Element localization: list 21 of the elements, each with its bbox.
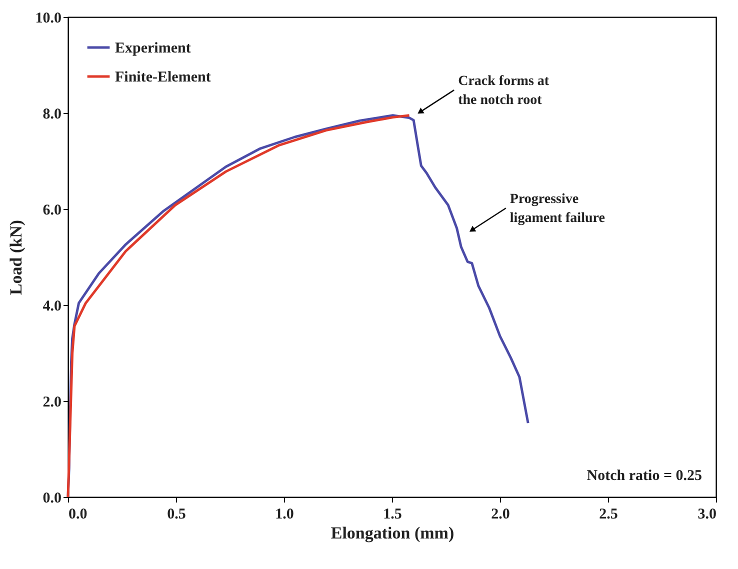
x-tick-label: 2.0 [491,506,510,522]
annotation: Progressive ligament failure [510,192,605,226]
annotation: Notch ratio = 0.25 [586,468,702,484]
y-tick-label: 8.0 [42,106,62,122]
x-tick-label: 1.5 [383,506,402,522]
x-tick-label: 0.0 [68,506,88,522]
annotation: Crack forms at the notch root [458,74,550,108]
y-tick-label: 6.0 [42,202,62,218]
x-tick-label: 3.0 [698,506,716,522]
x-axis-title: Elongation (mm) [330,524,454,542]
legend-label: Finite-Element [115,70,211,86]
y-tick-label: 0.0 [42,490,62,506]
y-axis-title: Load (kN) [6,220,26,296]
x-tick-label: 1.0 [275,506,294,522]
x-tick-label: 0.5 [167,506,186,522]
y-tick-label: 2.0 [42,394,62,410]
line-series [66,114,411,498]
y-tick-label: 10.0 [35,10,62,26]
y-tick-label: 4.0 [42,298,62,314]
x-tick-label: 2.5 [599,506,618,522]
legend-label: Experiment [115,40,191,56]
